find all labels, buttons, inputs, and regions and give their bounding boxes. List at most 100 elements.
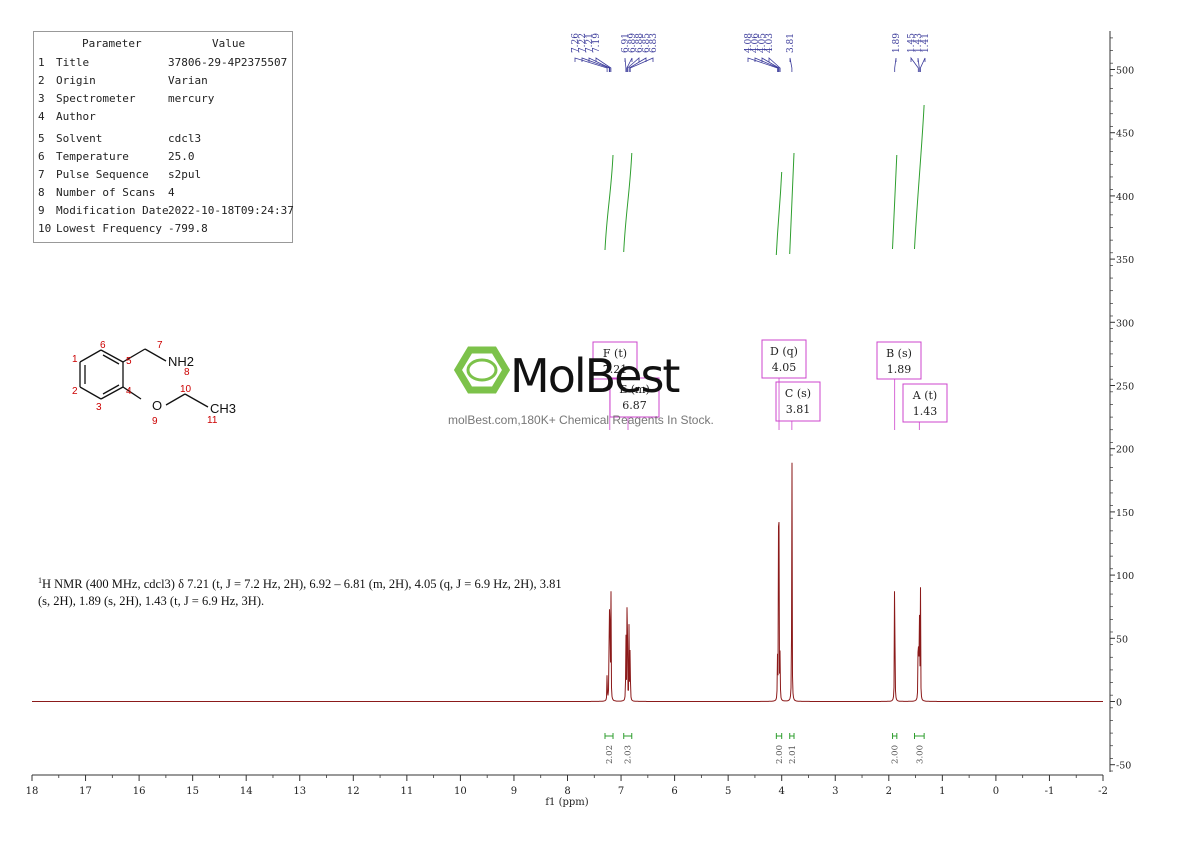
row-value: Varian <box>168 74 208 87</box>
peak-connector <box>626 57 633 72</box>
parameter-row: 1 Title 37806-29-4P2375507 <box>34 56 292 74</box>
peak-label: 7.26 <box>571 33 581 53</box>
y-tick-label: 350 <box>1116 255 1134 266</box>
peak-label: 6.89 <box>628 33 638 53</box>
peak-connector <box>574 57 608 72</box>
peak-connector <box>628 57 647 72</box>
row-parameter: Author <box>56 110 96 123</box>
hexagon-logo-icon <box>453 346 511 394</box>
peak-connector <box>747 57 778 72</box>
peak-connector <box>789 57 793 72</box>
y-tick-label: 400 <box>1116 192 1134 203</box>
y-tick-label: 0 <box>1116 698 1122 709</box>
peak-connector <box>920 57 926 72</box>
nmr-superscript: 1 <box>38 576 42 585</box>
row-parameter: Title <box>56 56 90 69</box>
peak-label: 7.19 <box>592 33 602 53</box>
peak-connector <box>629 57 654 72</box>
x-tick-label: 11 <box>400 786 413 797</box>
atom-label-11: 11 <box>207 415 218 426</box>
integral-curve <box>623 152 633 253</box>
peak-label: 1.89 <box>892 33 902 53</box>
atom-label-1: 1 <box>72 354 78 365</box>
peak-connector <box>754 57 779 72</box>
multiplet-label: D (q) <box>770 345 798 358</box>
multiplet-label: A (t) <box>912 389 937 402</box>
peak-label: 1.45 <box>907 33 917 53</box>
row-number: 10 <box>38 222 52 235</box>
parameter-row: 6 Temperature 25.0 <box>34 150 292 168</box>
atom-label-5: 5 <box>126 356 132 367</box>
nh2-label: NH2 <box>168 354 194 369</box>
param-header: Parameter <box>82 37 142 50</box>
row-value: 2022-10-18T09:24:37 <box>168 204 294 217</box>
x-tick-label: 17 <box>79 786 92 797</box>
integral-curve <box>604 154 614 251</box>
ring-logo-icon <box>466 358 498 382</box>
row-parameter: Pulse Sequence <box>56 168 149 181</box>
multiplet-label: E (m) <box>619 383 650 396</box>
multiplet-box <box>876 341 922 380</box>
y-tick-label: 200 <box>1116 445 1134 456</box>
multiplet-shift: 1.89 <box>887 363 912 376</box>
peak-connector <box>894 57 897 72</box>
integral-curve <box>914 104 925 250</box>
parameter-row: 8 Number of Scans 4 <box>34 186 292 204</box>
nmr-description-line1: H NMR (400 MHz, cdcl3) δ 7.21 (t, J = 7.… <box>42 577 562 592</box>
peak-label: 1.41 <box>921 33 931 53</box>
peak-label: 4.03 <box>765 33 775 53</box>
x-tick-label: 1 <box>939 786 945 797</box>
peak-connector <box>588 57 611 72</box>
peak-connector <box>595 57 612 72</box>
row-number: 4 <box>38 110 45 123</box>
parameter-row: 2 Origin Varian <box>34 74 292 92</box>
x-tick-label: 14 <box>240 786 253 797</box>
row-value: -799.8 <box>168 222 208 235</box>
multiplet-box <box>902 383 948 423</box>
multiplet-shift: 6.87 <box>622 399 647 412</box>
chemical-structure <box>79 348 209 408</box>
watermark-brand: MolBest <box>510 349 679 403</box>
row-number: 8 <box>38 186 45 199</box>
parameter-row: 9 Modification Date 2022-10-18T09:24:37 <box>34 204 294 222</box>
x-tick-label: 13 <box>293 786 306 797</box>
atom-label-6: 6 <box>100 340 106 351</box>
row-parameter: Spectrometer <box>56 92 136 105</box>
plot-axes: 18 17 16 15 14 13 12 11 10 9 8 7 6 5 4 3 2 1 0 -1 -2f1 (ppm)… <box>26 31 1134 808</box>
multiplet-box <box>761 339 807 379</box>
row-value: mercury <box>168 92 215 105</box>
multiplet-box <box>609 377 660 418</box>
y-tick-label: -50 <box>1116 761 1131 772</box>
integral-curve <box>789 152 795 255</box>
peak-label: 1.43 <box>914 33 924 53</box>
atom-label-10: 10 <box>180 384 192 395</box>
y-tick-label: 300 <box>1116 318 1134 329</box>
row-parameter: Modification Date <box>56 204 169 217</box>
row-parameter: Temperature <box>56 150 129 163</box>
row-parameter: Solvent <box>56 132 103 145</box>
integral-value: 2.00 <box>891 745 901 764</box>
row-number: 1 <box>38 56 45 69</box>
peak-label: 4.08 <box>744 33 754 53</box>
x-tick-label: 5 <box>725 786 731 797</box>
atom-label-4: 4 <box>126 386 132 397</box>
row-parameter: Number of Scans <box>56 186 156 199</box>
peak-connector <box>627 57 640 72</box>
x-axis-label: f1 (ppm) <box>545 797 588 808</box>
value-header: Value <box>212 37 246 50</box>
peak-label: 4.05 <box>758 33 768 53</box>
peak-label: 6.91 <box>621 33 631 53</box>
x-tick-label: 16 <box>133 786 146 797</box>
integral-value: 2.03 <box>624 745 634 764</box>
row-number: 5 <box>38 132 45 145</box>
x-tick-label: 12 <box>347 786 360 797</box>
integral-value: 3.00 <box>915 745 925 764</box>
y-tick-label: 500 <box>1116 66 1134 77</box>
x-tick-label: -1 <box>1045 786 1055 797</box>
peak-connector <box>917 57 920 72</box>
ch3-label: CH3 <box>210 401 236 416</box>
row-parameter: Lowest Frequency <box>56 222 162 235</box>
x-tick-label: -2 <box>1098 786 1108 797</box>
peak-label: 3.81 <box>786 33 796 53</box>
